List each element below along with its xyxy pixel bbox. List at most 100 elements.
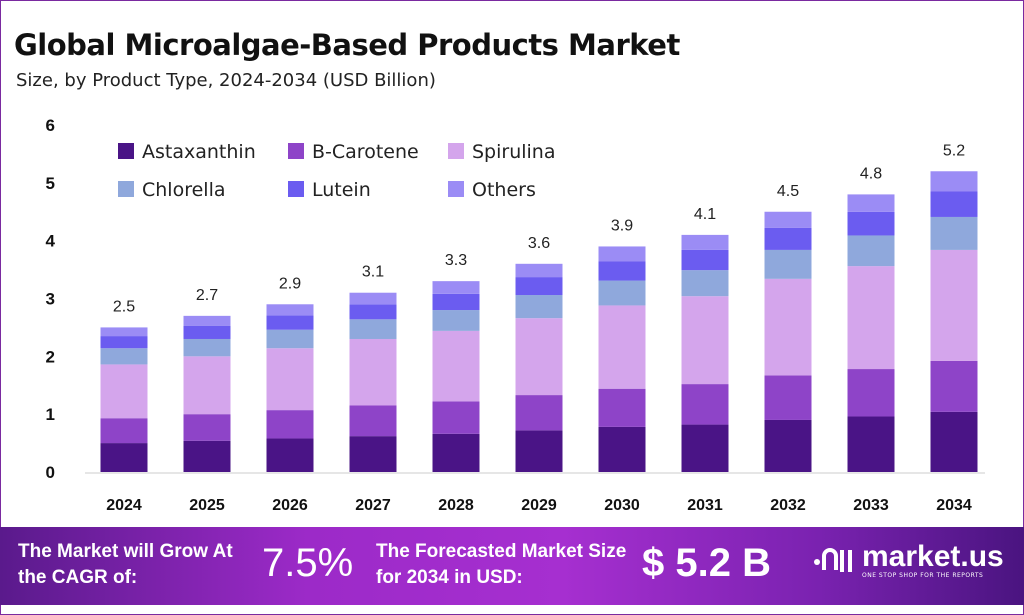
data-label-total: 3.6 <box>528 235 550 252</box>
legend-label: B-Carotene <box>312 141 419 163</box>
x-tick-label: 2032 <box>770 497 806 514</box>
y-tick-label: 3 <box>46 290 55 309</box>
bar-segment-chlorella <box>681 270 729 297</box>
cagr-value: 7.5% <box>262 541 354 585</box>
x-tick-label: 2027 <box>355 497 391 514</box>
bar-segment-chlorella <box>930 216 978 250</box>
bar-segment-b-carotene <box>764 375 812 420</box>
bar-segment-others <box>847 194 895 212</box>
bar-segment-chlorella <box>847 235 895 267</box>
x-tick-label: 2034 <box>936 497 972 514</box>
bar-segment-lutein <box>183 325 231 339</box>
x-tick-label: 2033 <box>853 497 889 514</box>
data-label-total: 5.2 <box>943 142 965 159</box>
data-label-total: 2.7 <box>196 287 218 304</box>
bar-segment-spirulina <box>100 364 148 419</box>
bar-segment-chlorella <box>349 319 397 339</box>
bar-segment-astaxanthin <box>847 416 895 472</box>
bar-segment-lutein <box>515 277 563 296</box>
logo-tagline: ONE STOP SHOP FOR THE REPORTS <box>862 572 984 579</box>
logo-icon <box>814 547 852 572</box>
bar-segment-lutein <box>432 293 480 311</box>
bar-segment-lutein <box>349 304 397 320</box>
bar-segment-others <box>266 304 314 316</box>
bar-segment-spirulina <box>847 266 895 370</box>
data-label-total: 4.5 <box>777 183 799 200</box>
bar-segment-chlorella <box>598 280 646 306</box>
legend-swatch-b-carotene <box>288 143 304 159</box>
bar-segment-astaxanthin <box>432 433 480 472</box>
legend-label: Chlorella <box>142 179 226 201</box>
bar-segment-astaxanthin <box>681 424 729 472</box>
bar-segment-b-carotene <box>847 369 895 417</box>
x-tick-label: 2025 <box>189 497 225 514</box>
bar-segment-spirulina <box>349 338 397 406</box>
bar-segment-others <box>349 292 397 305</box>
data-label-total: 2.5 <box>113 298 135 315</box>
bar-segment-chlorella <box>266 329 314 349</box>
bar-segment-others <box>598 246 646 262</box>
y-tick-label: 2 <box>46 347 55 366</box>
bar-segment-chlorella <box>183 338 231 357</box>
bar-segment-astaxanthin <box>515 430 563 472</box>
bar-segment-astaxanthin <box>930 411 978 472</box>
x-tick-label: 2030 <box>604 497 640 514</box>
stacked-bar-chart: 0 1 2 3 4 5 6 2.5 2024 2.7 2025 2.9 2026 3.1 2027 3.3 20… <box>46 116 985 514</box>
bar-segment-lutein <box>764 227 812 250</box>
legend-swatch-others <box>448 181 464 197</box>
bar-segment-b-carotene <box>432 401 480 434</box>
bar-segment-b-carotene <box>100 418 148 444</box>
bar-segment-spirulina <box>764 278 812 376</box>
y-tick-label: 0 <box>46 463 55 482</box>
forecast-label: The Forecasted Market Size for 2034 in U… <box>376 541 627 588</box>
bar-segment-chlorella <box>764 249 812 279</box>
y-tick-label: 4 <box>46 232 56 251</box>
bar-segment-spirulina <box>183 356 231 415</box>
legend-label: Lutein <box>312 179 371 201</box>
legend-swatch-astaxanthin <box>118 143 134 159</box>
bar-segment-b-carotene <box>598 388 646 427</box>
data-label-total: 4.8 <box>860 165 882 182</box>
bar-segment-astaxanthin <box>100 443 148 472</box>
y-tick-label: 1 <box>46 405 55 424</box>
bar-segment-others <box>183 315 231 326</box>
bar-segment-others <box>930 171 978 192</box>
chart-title: Global Microalgae-Based Products Market <box>14 28 680 62</box>
bar-segment-astaxanthin <box>183 440 231 472</box>
bar-segment-chlorella <box>432 310 480 331</box>
data-label-total: 3.3 <box>445 252 467 269</box>
bar-segment-lutein <box>930 191 978 217</box>
bar-segment-astaxanthin <box>266 438 314 472</box>
x-tick-label: 2028 <box>438 497 474 514</box>
forecast-value: $ 5.2 B <box>642 541 771 585</box>
bar-segment-b-carotene <box>266 410 314 439</box>
footer-banner: The Market will Grow At the CAGR of: 7.5… <box>0 527 1024 605</box>
bar-segment-astaxanthin <box>598 426 646 472</box>
bar-segment-b-carotene <box>349 405 397 437</box>
legend-swatch-chlorella <box>118 181 134 197</box>
legend-swatch-lutein <box>288 181 304 197</box>
y-tick-label: 5 <box>46 174 55 193</box>
bar-segment-b-carotene <box>515 395 563 431</box>
bar-segment-others <box>432 281 480 294</box>
bar-segment-spirulina <box>432 330 480 402</box>
chart-subtitle: Size, by Product Type, 2024-2034 (USD Bi… <box>16 70 436 91</box>
legend-swatch-spirulina <box>448 143 464 159</box>
bar-segment-spirulina <box>266 348 314 411</box>
legend-label: Spirulina <box>472 141 556 163</box>
bar-segment-lutein <box>598 261 646 281</box>
bar-segment-astaxanthin <box>349 436 397 472</box>
bar-segment-b-carotene <box>183 414 231 441</box>
bar-segment-spirulina <box>515 318 563 396</box>
y-tick-label: 6 <box>46 116 55 135</box>
cagr-label: The Market will Grow At the CAGR of: <box>18 541 233 588</box>
legend-label: Others <box>472 179 536 201</box>
bar-segment-spirulina <box>681 296 729 385</box>
bar-segment-others <box>100 327 148 337</box>
legend-label: Astaxanthin <box>142 141 256 163</box>
bar-segment-b-carotene <box>681 384 729 425</box>
bar-segment-b-carotene <box>930 360 978 412</box>
bar-segment-lutein <box>847 211 895 236</box>
x-tick-label: 2031 <box>687 497 723 514</box>
bar-segment-spirulina <box>598 305 646 389</box>
